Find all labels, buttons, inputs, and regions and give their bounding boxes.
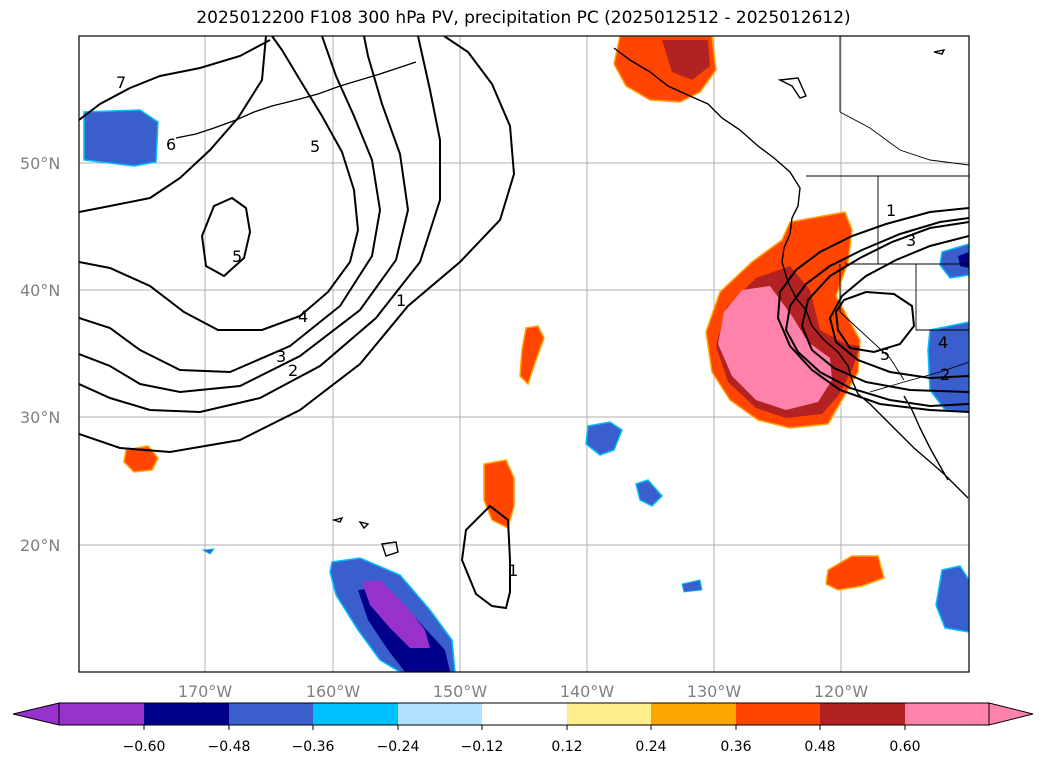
colorbar-segment [482,703,567,725]
map-title: 2025012200 F108 300 hPa PV, precipitatio… [196,8,851,28]
colorbar-tick-label: 0.60 [889,739,920,755]
colorbar-tick-label: −0.48 [208,739,251,755]
colorbar-tick-label: 0.12 [551,739,582,755]
contour-label: 3 [276,347,286,366]
colorbar-segment [229,703,313,725]
lon-label-160w: 160°W [306,682,361,701]
contour-label: 6 [166,135,176,154]
contour-label: 2 [288,361,298,380]
colorbar-tick-label: 0.24 [635,739,666,755]
colorbar-tick-label: 0.36 [720,739,751,755]
colorbar-segment [736,703,820,725]
colorbar-segment [398,703,482,725]
contour-label: 3 [906,231,916,250]
contour-label: 1 [396,291,406,310]
colorbar-segment [905,703,989,725]
lat-label-20n: 20°N [20,536,60,555]
colorbar-arrow-right [988,702,1034,726]
contour-label: 4 [938,333,948,352]
lon-label-140w: 140°W [560,682,615,701]
lat-label-40n: 40°N [20,281,60,300]
colorbar-tick-label: −0.36 [292,739,335,755]
lon-label-120w: 120°W [814,682,869,701]
map-frame [78,35,970,673]
colorbar-segment [651,703,736,725]
colorbar-tick-label: 0.48 [804,739,835,755]
colorbar-segment [567,703,651,725]
colorbar-tick-label: −0.60 [123,739,166,755]
colorbar-arrow-left [12,702,60,726]
colorbar-segment [59,703,144,725]
colorbar-tick-label: −0.12 [461,739,504,755]
lon-label-150w: 150°W [433,682,488,701]
colorbar-segment [144,703,229,725]
colorbar-segment [820,703,905,725]
lat-label-50n: 50°N [20,154,60,173]
contour-label: 4 [298,307,308,326]
colorbar-segment [313,703,398,725]
longitude-labels: 170°W 160°W 150°W 140°W 130°W 120°W [178,682,869,701]
latitude-labels: 50°N 40°N 30°N 20°N [20,154,60,555]
contour-label: 1 [508,561,518,580]
contour-label: 5 [880,345,890,364]
lon-label-170w: 170°W [178,682,233,701]
colorbar: −0.60 −0.48 −0.36 −0.24 −0.12 0.12 0.24 … [12,702,1034,755]
contour-label: 2 [940,365,950,384]
precip-negative-areas [83,109,969,672]
contour-label: 7 [116,73,126,92]
contour-labels: 7 6 5 5 4 3 2 1 1 3 5 4 2 1 [116,73,950,580]
contour-label: 5 [232,247,242,266]
lat-label-30n: 30°N [20,408,60,427]
contour-label: 1 [886,201,896,220]
colorbar-tick-label: −0.24 [377,739,420,755]
contour-label: 5 [310,137,320,156]
pv-contours [79,36,969,610]
lon-label-130w: 130°W [687,682,742,701]
